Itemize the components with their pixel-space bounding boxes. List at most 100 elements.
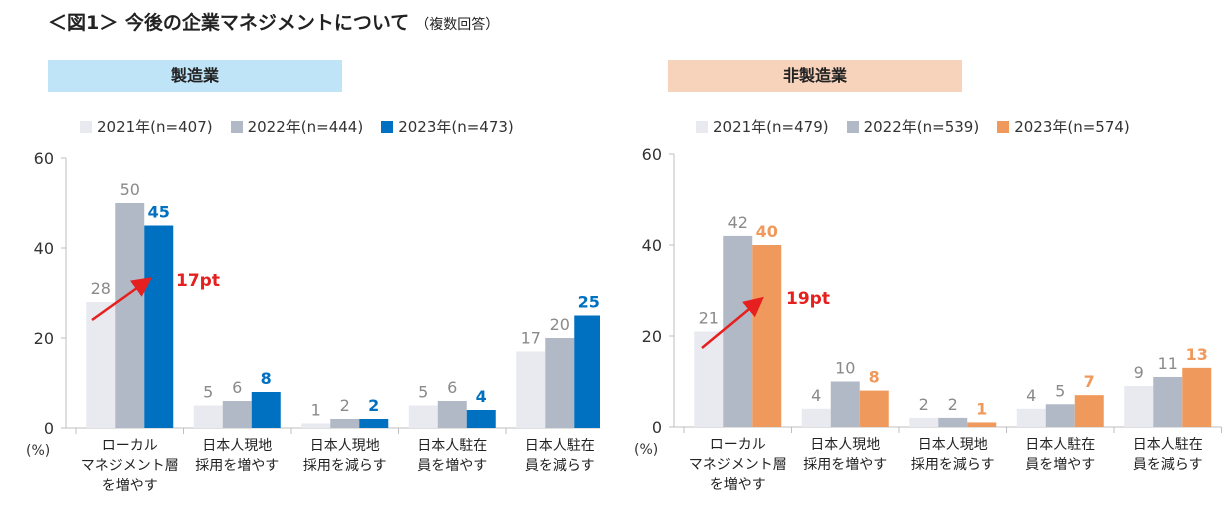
y-tick-label: 40 <box>642 236 662 255</box>
y-unit-label: (%) <box>634 442 658 458</box>
y-unit-label: (%) <box>26 443 50 459</box>
legend-label: 2022年(n=539) <box>863 118 980 136</box>
category-label: 日本人現地 <box>202 438 272 454</box>
increase-arrow <box>91 277 153 322</box>
data-label: 6 <box>447 378 457 397</box>
legend-swatch <box>846 120 859 133</box>
bar <box>516 351 546 428</box>
legend-label: 2021年(n=479) <box>713 118 829 136</box>
y-tick-label: 20 <box>642 327 662 346</box>
category-label: マネジメント層 <box>81 458 179 474</box>
bar <box>909 417 939 427</box>
bar <box>967 422 997 427</box>
bar <box>115 203 145 428</box>
legend-label: 2023年(n=473) <box>398 118 514 136</box>
y-tick-label: 40 <box>34 239 54 258</box>
data-label: 45 <box>148 203 170 222</box>
category-label: 員を減らす <box>525 457 595 474</box>
data-label: 5 <box>203 383 213 402</box>
bar <box>830 381 860 427</box>
bar <box>1074 395 1104 427</box>
bar <box>86 302 116 428</box>
data-label: 13 <box>1186 345 1208 364</box>
y-tick-label: 60 <box>34 149 54 168</box>
category-label: 日本人駐在 <box>1025 437 1095 453</box>
data-label: 5 <box>418 383 428 402</box>
bar <box>330 419 360 428</box>
legend-swatch <box>696 120 708 133</box>
legend-label: 2022年(n=444) <box>247 118 364 136</box>
legend-label: 2021年(n=407) <box>97 118 213 136</box>
data-label: 40 <box>756 222 778 241</box>
category-label: 日本人現地 <box>310 438 380 454</box>
data-label: 50 <box>120 180 140 199</box>
bar <box>222 401 252 428</box>
category-label: 採用を減らす <box>911 456 995 473</box>
y-tick-label: 0 <box>44 419 54 438</box>
annotation-label: 19pt <box>786 289 830 309</box>
data-label: 10 <box>835 359 855 378</box>
data-label: 21 <box>699 308 719 327</box>
data-label: 2 <box>919 395 929 414</box>
category-label: 日本人駐在 <box>1133 437 1203 453</box>
data-label: 4 <box>811 386 821 405</box>
bar <box>859 390 889 427</box>
panel-title-band: 非製造業 <box>668 60 962 92</box>
bar <box>1016 408 1046 427</box>
bar <box>1124 386 1154 427</box>
bar <box>1182 367 1212 427</box>
data-label: 4 <box>476 387 487 406</box>
chart-panel-manufacturing: 製造業 2021年(n=407) 2022年(n=444) 2023年(n=47… <box>0 60 600 512</box>
legend-item: 2023年(n=574) <box>997 116 1130 137</box>
legend-label: 2023年(n=574) <box>1014 118 1130 136</box>
category-label: を増やす <box>102 478 158 494</box>
panel-title-band: 製造業 <box>48 60 342 92</box>
bar <box>193 405 223 428</box>
data-label: 6 <box>232 378 242 397</box>
bar <box>545 338 575 428</box>
category-label: 日本人駐在 <box>525 438 595 454</box>
data-label: 2 <box>368 396 379 415</box>
page-title: ＜図1＞ 今後の企業マネジメントについて （複数回答） <box>48 8 499 35</box>
legend-swatch <box>80 120 92 133</box>
data-label: 11 <box>1158 354 1178 373</box>
subtitle-text: （複数回答） <box>415 17 500 33</box>
panel-title: 製造業 <box>170 66 219 85</box>
legend-swatch <box>381 120 394 133</box>
legend-swatch <box>997 120 1010 133</box>
bar <box>437 401 467 428</box>
y-tick-label: 0 <box>652 418 662 437</box>
data-label: 2 <box>340 396 350 415</box>
data-label: 25 <box>578 293 600 312</box>
category-label: 日本人現地 <box>810 437 880 453</box>
data-label: 5 <box>1055 381 1065 400</box>
data-label: 20 <box>550 315 570 334</box>
bar <box>1153 376 1183 427</box>
category-label: 採用を減らす <box>303 457 387 474</box>
y-tick-label: 60 <box>642 145 662 164</box>
bar <box>723 235 753 427</box>
bar <box>938 417 968 427</box>
bar <box>359 419 389 428</box>
category-label: 日本人駐在 <box>417 438 487 454</box>
bar <box>694 331 724 427</box>
data-label: 4 <box>1026 386 1036 405</box>
legend: 2021年(n=407) 2022年(n=444) 2023年(n=473) <box>80 116 514 137</box>
category-label: ローカル <box>102 438 158 454</box>
data-label: 2 <box>948 395 958 414</box>
legend-item: 2022年(n=444) <box>230 116 364 137</box>
panel-title: 非製造業 <box>782 66 847 85</box>
category-label: ローカル <box>710 437 766 453</box>
data-label: 8 <box>261 369 272 388</box>
legend-swatch <box>230 120 243 133</box>
category-label: 日本人現地 <box>918 437 988 453</box>
category-label: を増やす <box>710 477 766 493</box>
legend-item: 2021年(n=479) <box>696 116 829 137</box>
data-label: 17 <box>521 329 541 348</box>
chart-panel-non-manufacturing: 非製造業 2021年(n=479) 2022年(n=539) 2023年(n=5… <box>614 60 1222 512</box>
title-text: ＜図1＞ 今後の企業マネジメントについて <box>48 12 410 34</box>
annotation-label: 17pt <box>176 271 220 291</box>
data-label: 1 <box>311 401 321 420</box>
bar <box>301 423 331 428</box>
bar <box>251 392 281 428</box>
